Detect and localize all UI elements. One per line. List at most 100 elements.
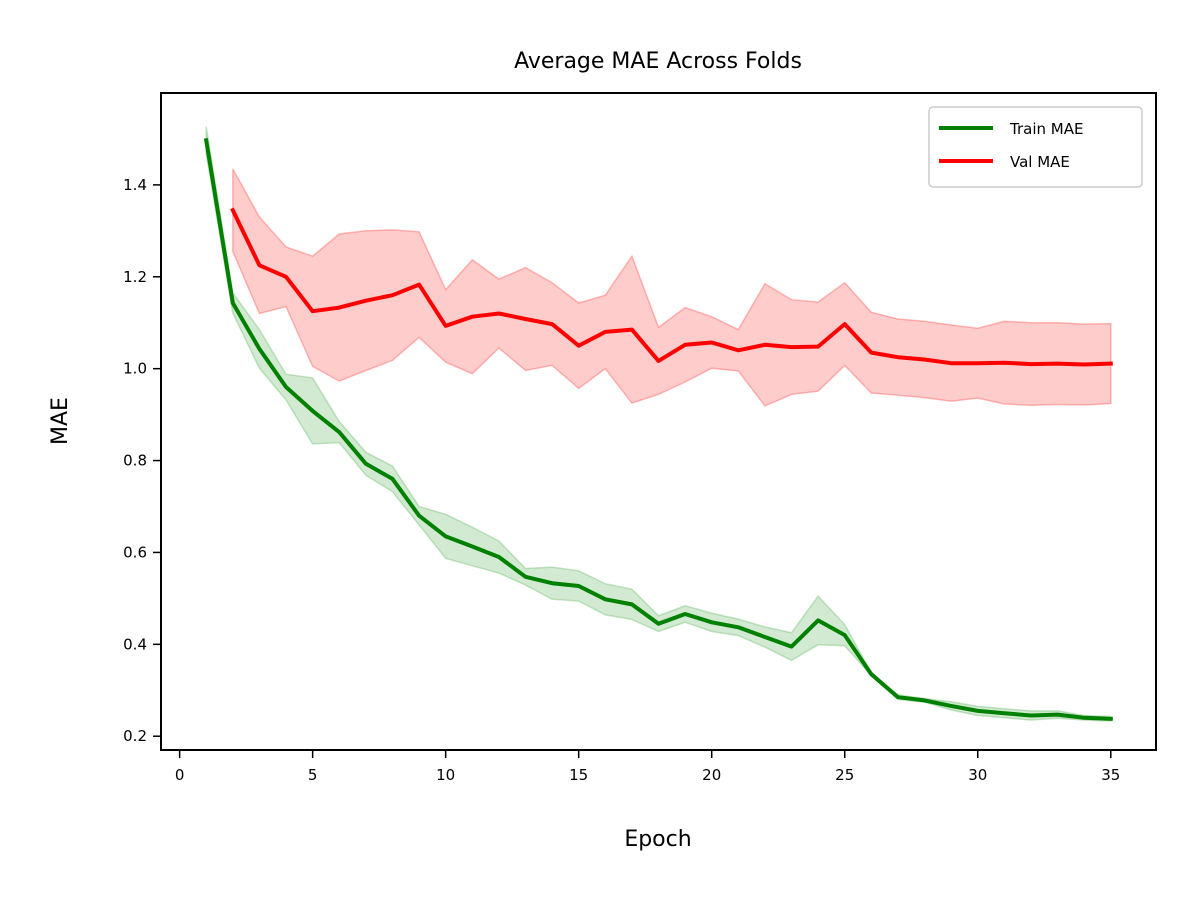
val-mae-point — [976, 361, 980, 365]
train-mae-point — [1109, 717, 1113, 721]
x-tick-label: 15 — [569, 766, 588, 784]
legend-label-val: Val MAE — [1010, 153, 1070, 171]
train-mae-point — [1029, 714, 1033, 718]
series-lines — [203, 138, 1113, 721]
train-mae-point — [923, 698, 927, 702]
train-mae-point — [550, 581, 554, 585]
val-mae-point — [869, 351, 873, 355]
legend-box — [928, 106, 1143, 188]
x-tick-label: 0 — [175, 766, 185, 784]
y-tick-label: 0.6 — [123, 543, 147, 561]
val-mae-point — [896, 355, 900, 359]
val-mae-point — [843, 322, 847, 326]
train-mae-line — [203, 138, 1113, 721]
train-mae-point — [470, 545, 474, 549]
val-mae-point — [949, 361, 953, 365]
x-axis-label: Epoch — [624, 827, 691, 852]
train-mae-point — [364, 462, 368, 466]
legend-label-train: Train MAE — [1009, 120, 1083, 138]
train-mae-point — [417, 514, 421, 518]
val-mae-point — [1082, 363, 1086, 367]
train-mae-point — [391, 477, 395, 481]
train-mae-point — [763, 635, 767, 639]
plot-area-frame — [160, 92, 1157, 751]
val-mae-point — [391, 293, 395, 297]
val-mae-point — [1109, 362, 1113, 366]
train-mae-point — [444, 534, 448, 538]
y-tick-label: 0.4 — [123, 635, 147, 653]
y-tick-label: 1.0 — [123, 360, 147, 378]
x-tick-label: 25 — [835, 766, 854, 784]
train-mae-band — [205, 126, 1112, 722]
train-mae-point — [204, 138, 208, 142]
train-mae-point — [816, 618, 820, 622]
train-mae-point — [603, 597, 607, 601]
train-mae-point — [630, 602, 634, 606]
y-tick-label: 0.8 — [123, 452, 147, 470]
x-axis-ticks: 0 5 10 15 20 25 30 35 — [175, 750, 1120, 784]
y-tick-label: 1.4 — [123, 176, 147, 194]
train-mae-point — [736, 625, 740, 629]
val-mae-point — [603, 330, 607, 334]
train-mae-point — [843, 633, 847, 637]
y-axis-label: MAE — [48, 397, 73, 445]
train-mae-point — [1056, 713, 1060, 717]
val-mae-point — [790, 345, 794, 349]
val-mae-point — [311, 309, 315, 313]
train-mae-point — [1082, 716, 1086, 720]
train-mae-point — [231, 301, 235, 305]
val-mae-point — [1056, 362, 1060, 366]
val-mae-point — [470, 315, 474, 319]
val-mae-point — [257, 263, 261, 267]
val-mae-point — [417, 283, 421, 287]
val-mae-point — [763, 343, 767, 347]
x-tick-label: 5 — [308, 766, 318, 784]
train-mae-point — [869, 672, 873, 676]
train-mae-point — [683, 612, 687, 616]
val-mae-point — [1029, 362, 1033, 366]
legend: Train MAE Val MAE — [928, 106, 1143, 188]
y-axis-ticks: 0.2 0.4 0.6 0.8 1.0 1.2 1.4 — [123, 176, 161, 745]
val-mae-point — [231, 208, 235, 212]
x-tick-label: 30 — [968, 766, 987, 784]
val-mae-band — [232, 168, 1112, 407]
val-mae-point — [577, 344, 581, 348]
val-mae-point — [683, 343, 687, 347]
x-tick-label: 35 — [1101, 766, 1120, 784]
val-mae-line — [230, 207, 1113, 367]
val-mae-point — [736, 348, 740, 352]
val-mae-point — [550, 322, 554, 326]
y-tick-label: 0.2 — [123, 727, 147, 745]
train-mae-point — [524, 575, 528, 579]
val-mae-point — [657, 359, 661, 363]
val-mae-point — [337, 306, 341, 310]
train-mae-point — [577, 584, 581, 588]
train-mae-point — [1002, 711, 1006, 715]
val-mae-point — [816, 345, 820, 349]
train-mae-point — [710, 620, 714, 624]
train-mae-point — [284, 385, 288, 389]
val-mae-point — [524, 317, 528, 321]
train-mae-point — [949, 704, 953, 708]
train-mae-point — [337, 430, 341, 434]
val-mae-point — [497, 312, 501, 316]
train-mae-point — [497, 555, 501, 559]
val-mae-point — [364, 299, 368, 303]
y-tick-label: 1.2 — [123, 268, 147, 286]
val-mae-point — [923, 358, 927, 362]
x-tick-label: 10 — [436, 766, 455, 784]
val-mae-point — [710, 341, 714, 345]
val-mae-point — [1002, 361, 1006, 365]
x-tick-label: 20 — [702, 766, 721, 784]
train-mae-point — [896, 695, 900, 699]
train-mae-point — [311, 409, 315, 413]
train-mae-point — [790, 645, 794, 649]
val-mae-point — [630, 328, 634, 332]
train-mae-point — [257, 347, 261, 351]
train-mae-point — [976, 709, 980, 713]
val-mae-point — [444, 324, 448, 328]
chart-title: Average MAE Across Folds — [514, 49, 802, 74]
confidence-bands — [205, 126, 1112, 722]
val-mae-point — [284, 275, 288, 279]
